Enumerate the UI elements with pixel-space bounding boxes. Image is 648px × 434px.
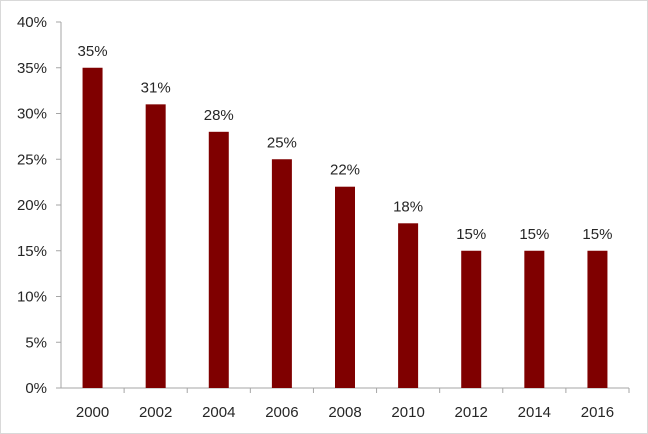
y-tick-label: 40% [17,14,47,31]
data-label: 18% [393,198,423,215]
data-label: 35% [78,43,108,60]
x-tick-label: 2006 [265,404,298,421]
bar [145,104,166,388]
y-axis: 0% 5% 10% 15% 20% 25% 30% 35% 40% [17,14,62,397]
x-tick-label: 2004 [202,404,235,421]
bar [587,250,608,388]
data-label: 28% [204,107,234,124]
bar [208,131,229,389]
y-tick-label: 35% [17,60,47,77]
bar [398,223,419,388]
x-tick-label: 2010 [391,404,424,421]
data-label: 25% [267,134,297,151]
bars [82,67,608,389]
x-axis: 2000 2002 2004 2006 2008 2010 2012 2014 2016 [61,387,630,421]
data-label: 22% [330,162,360,179]
x-tick-label: 2000 [76,404,109,421]
bar [524,250,545,388]
bar [271,159,292,388]
y-tick-label: 5% [25,334,47,351]
y-tick-label: 15% [17,243,47,260]
x-tick-label: 2016 [581,404,614,421]
data-label: 15% [519,226,549,243]
y-tick-label: 25% [17,151,47,168]
data-labels: 35% 31% 28% 25% 22% 18% 15% 15% 15% [78,43,613,243]
bar [82,67,103,388]
data-label: 15% [456,226,486,243]
x-tick-label: 2012 [455,404,488,421]
y-tick-label: 30% [17,106,47,123]
x-tick-label: 2014 [518,404,551,421]
data-label: 15% [582,226,612,243]
x-tick-label: 2002 [139,404,172,421]
data-label: 31% [141,79,171,96]
bar [335,186,355,388]
bar [461,250,482,388]
y-tick-label: 10% [17,289,47,306]
y-tick-label: 0% [25,380,47,397]
x-tick-label: 2008 [328,404,361,421]
y-tick-label: 20% [17,197,47,214]
